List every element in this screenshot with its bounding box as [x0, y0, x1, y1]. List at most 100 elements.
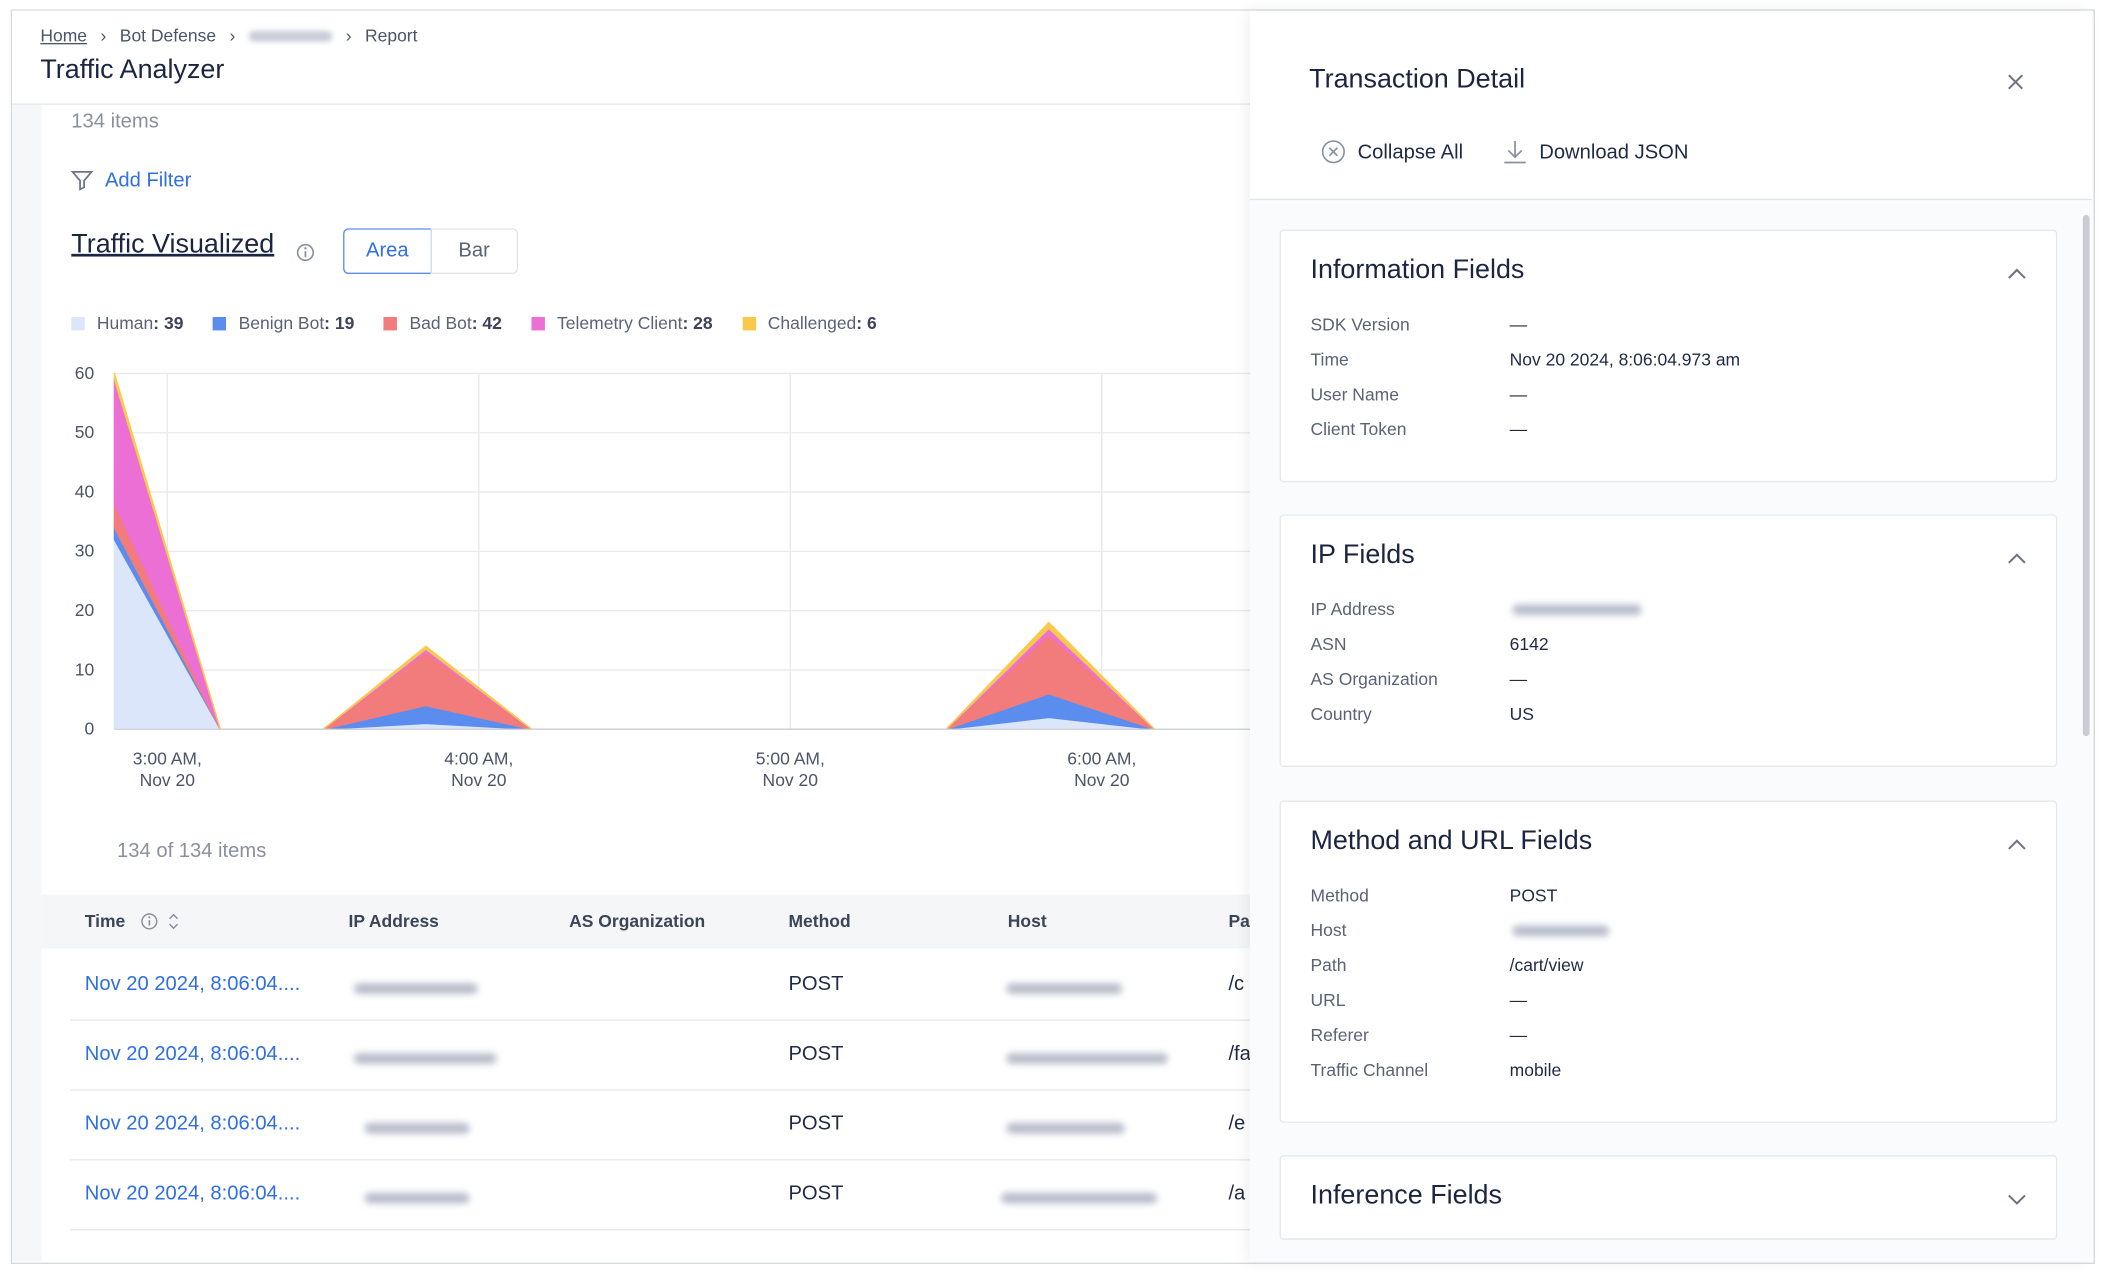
- x-tick-label: 3:00 AM, Nov 20: [132, 748, 202, 790]
- breadcrumb-link[interactable]: Bot Defense: [119, 25, 217, 46]
- redacted: [1006, 1053, 1168, 1064]
- column-header[interactable]: Time: [84, 910, 126, 931]
- field-value: —: [1509, 419, 1528, 440]
- field-value: 6142: [1509, 633, 1549, 655]
- field-label: Time: [1310, 349, 1349, 370]
- legend-swatch: [71, 316, 85, 330]
- row-time[interactable]: Nov 20 2024, 8:06:04....: [84, 1042, 301, 1066]
- legend-total: : 19: [324, 312, 355, 334]
- legend-item: Bad Bot: 42: [383, 312, 502, 334]
- view-option[interactable]: Bar: [430, 228, 519, 275]
- row-time[interactable]: Nov 20 2024, 8:06:04....: [84, 972, 301, 996]
- action-label[interactable]: Download JSON: [1539, 140, 1689, 164]
- left-gutter: [12, 104, 42, 1262]
- row-method: POST: [788, 1182, 844, 1205]
- breadcrumb-current: Report: [364, 25, 418, 46]
- filter-icon: [70, 171, 94, 191]
- section-toggle[interactable]: [2007, 834, 2026, 858]
- legend-swatch: [383, 316, 398, 330]
- row-path: /a: [1228, 1182, 1246, 1205]
- section-card: IP Fields IP Address ASN 6142 AS Organizatio…: [1279, 514, 2058, 767]
- breadcrumb-separator: ›: [229, 25, 236, 46]
- collapse-all[interactable]: Collapse All: [1320, 138, 1463, 165]
- field-label: Path: [1310, 955, 1347, 976]
- sort-icons: [140, 911, 183, 939]
- action-label[interactable]: Collapse All: [1357, 140, 1464, 164]
- close-button[interactable]: [2006, 73, 2025, 92]
- row-path: /e: [1228, 1112, 1246, 1136]
- download-json[interactable]: Download JSON: [1502, 138, 1689, 165]
- y-tick-label: 40: [75, 481, 95, 501]
- column-header[interactable]: Pa: [1228, 910, 1250, 931]
- section-toggle[interactable]: [2007, 548, 2026, 572]
- row-divider: [69, 1229, 1250, 1231]
- item-count: 134 items: [71, 110, 159, 133]
- redacted: [1512, 925, 1610, 937]
- section-title[interactable]: Information Fields: [1310, 255, 1525, 285]
- add-filter[interactable]: Add Filter: [70, 168, 191, 192]
- row-time[interactable]: Nov 20 2024, 8:06:04....: [84, 1112, 301, 1136]
- legend-label: Human: [96, 312, 154, 334]
- field-value: US: [1509, 703, 1534, 724]
- field-value: /cart/view: [1509, 955, 1584, 976]
- detail-panel: Transaction Detail Collapse All Download…: [1249, 10, 2093, 1262]
- column-header[interactable]: Host: [1007, 910, 1047, 931]
- legend-label: Bad Bot: [409, 312, 472, 334]
- x-tick-label: 4:00 AM, Nov 20: [444, 748, 514, 790]
- section-card: Information Fields SDK Version — Time Nov 20…: [1279, 229, 2058, 483]
- redacted: [1001, 1192, 1158, 1204]
- column-header[interactable]: AS Organization: [569, 910, 706, 931]
- legend-total: : 39: [153, 312, 184, 334]
- field-label: Client Token: [1310, 419, 1407, 440]
- field-label: Referer: [1310, 1024, 1369, 1046]
- section-title[interactable]: Method and URL Fields: [1310, 826, 1593, 856]
- legend-item: Challenged: 6: [742, 313, 877, 333]
- field-value: Nov 20 2024, 8:06:04.973 am: [1509, 349, 1741, 370]
- chevron: [2008, 839, 2026, 850]
- frame: [10, 9, 2095, 1264]
- column-header[interactable]: IP Address: [348, 910, 439, 931]
- main-pane: Home › Bot Defense › › Report Traffic An…: [12, 10, 1250, 1262]
- legend-label: Telemetry Client: [557, 312, 683, 334]
- row-method: POST: [788, 1042, 844, 1066]
- row-divider: [69, 1089, 1250, 1091]
- y-tick-label: 20: [75, 600, 95, 620]
- section-toggle[interactable]: [2007, 263, 2026, 287]
- row-time[interactable]: Nov 20 2024, 8:06:04....: [84, 1182, 301, 1205]
- chevron: [2008, 268, 2026, 279]
- field-value: —: [1509, 1024, 1528, 1046]
- section-title[interactable]: Inference Fields: [1310, 1180, 1502, 1211]
- table-count: 134 of 134 items: [117, 839, 267, 863]
- legend-swatch: [531, 316, 545, 330]
- section-card: Inference Fields: [1279, 1155, 2058, 1240]
- breadcrumb-separator: ›: [100, 25, 107, 46]
- redacted: [353, 1053, 497, 1064]
- redacted: [353, 983, 478, 994]
- chevron: [2008, 1194, 2026, 1205]
- field-value: —: [1509, 668, 1528, 690]
- section-toggle[interactable]: [2007, 1189, 2026, 1213]
- section-card: Method and URL Fields Method POST Host Path /…: [1279, 800, 2058, 1123]
- column-header[interactable]: Method: [788, 910, 851, 931]
- breadcrumb-link[interactable]: Home: [40, 25, 88, 46]
- legend-item: Benign Bot: 19: [213, 313, 354, 333]
- download-icon: [1504, 141, 1526, 164]
- y-tick-label: 50: [75, 422, 95, 442]
- redacted: [1006, 983, 1123, 994]
- view-toggle: Area Bar: [343, 228, 519, 275]
- x-tick-label: 6:00 AM, Nov 20: [1067, 748, 1137, 790]
- row-divider: [69, 1159, 1250, 1161]
- legend-item: Telemetry Client: 28: [531, 312, 713, 334]
- info-icon[interactable]: [296, 243, 315, 262]
- add-filter-label[interactable]: Add Filter: [104, 168, 192, 192]
- field-label: Method: [1310, 885, 1369, 906]
- sort-icon[interactable]: [140, 911, 183, 932]
- field-value: —: [1509, 314, 1528, 335]
- row-divider: [69, 1019, 1250, 1021]
- legend-total: : 42: [471, 312, 502, 334]
- field-value: —: [1509, 384, 1528, 405]
- section-title[interactable]: IP Fields: [1310, 539, 1415, 570]
- legend-swatch: [213, 316, 227, 330]
- row-method: POST: [788, 1112, 844, 1136]
